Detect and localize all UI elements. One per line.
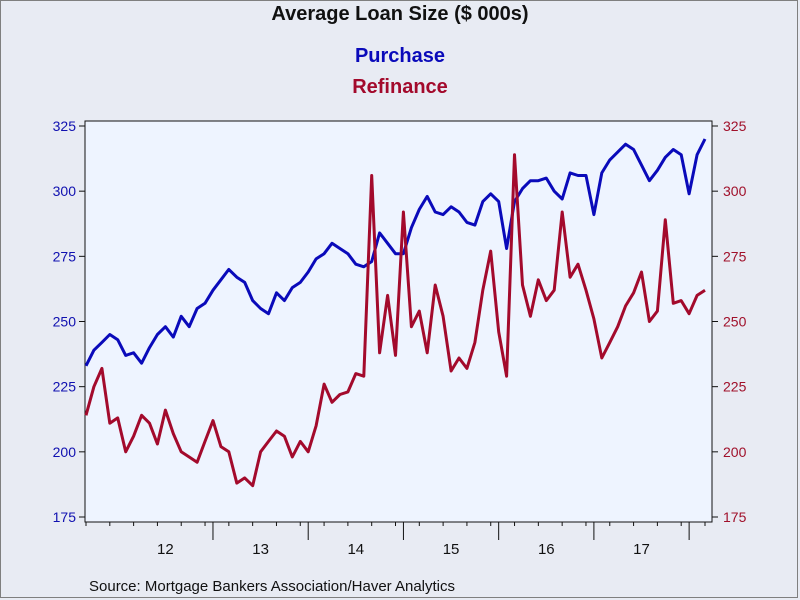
series-layer bbox=[84, 138, 707, 488]
y-left-tick-label: 250 bbox=[53, 314, 77, 330]
x-year-label: 12 bbox=[157, 541, 174, 558]
y-right-tick-label: 225 bbox=[723, 379, 747, 395]
y-right-tick-label: 275 bbox=[723, 248, 747, 264]
legend-purchase: Purchase bbox=[354, 45, 446, 67]
x-year-label: 13 bbox=[252, 541, 269, 558]
x-year-label: 16 bbox=[538, 541, 555, 558]
purchase-series-line bbox=[84, 138, 707, 367]
y-left-tick-label: 275 bbox=[53, 248, 77, 264]
y-right-tick-label: 325 bbox=[723, 118, 747, 134]
y-left-tick-label: 225 bbox=[53, 379, 77, 395]
x-year-label: 14 bbox=[347, 541, 364, 558]
y-right-tick-label: 175 bbox=[723, 509, 747, 525]
chart-title: Average Loan Size ($ 000s) bbox=[271, 3, 529, 25]
refinance-series-line bbox=[84, 153, 706, 488]
source-note: Source: Mortgage Bankers Association/Hav… bbox=[89, 578, 456, 595]
legend-refinance: Refinance bbox=[352, 76, 448, 98]
y-left-tick-label: 300 bbox=[53, 183, 77, 199]
y-right-tick-label: 250 bbox=[723, 314, 747, 330]
x-year-label: 17 bbox=[633, 541, 650, 558]
y-left-tick-label: 200 bbox=[53, 444, 77, 460]
axes-layer: 175 200 225 250 275 300 325 175 200 225 250 275 300 3… bbox=[53, 118, 747, 558]
y-right-tick-label: 200 bbox=[723, 444, 747, 460]
y-left-tick-label: 175 bbox=[53, 509, 77, 525]
y-left-tick-label: 325 bbox=[53, 118, 77, 134]
y-right-tick-label: 300 bbox=[723, 183, 747, 199]
x-year-label: 15 bbox=[443, 541, 460, 558]
